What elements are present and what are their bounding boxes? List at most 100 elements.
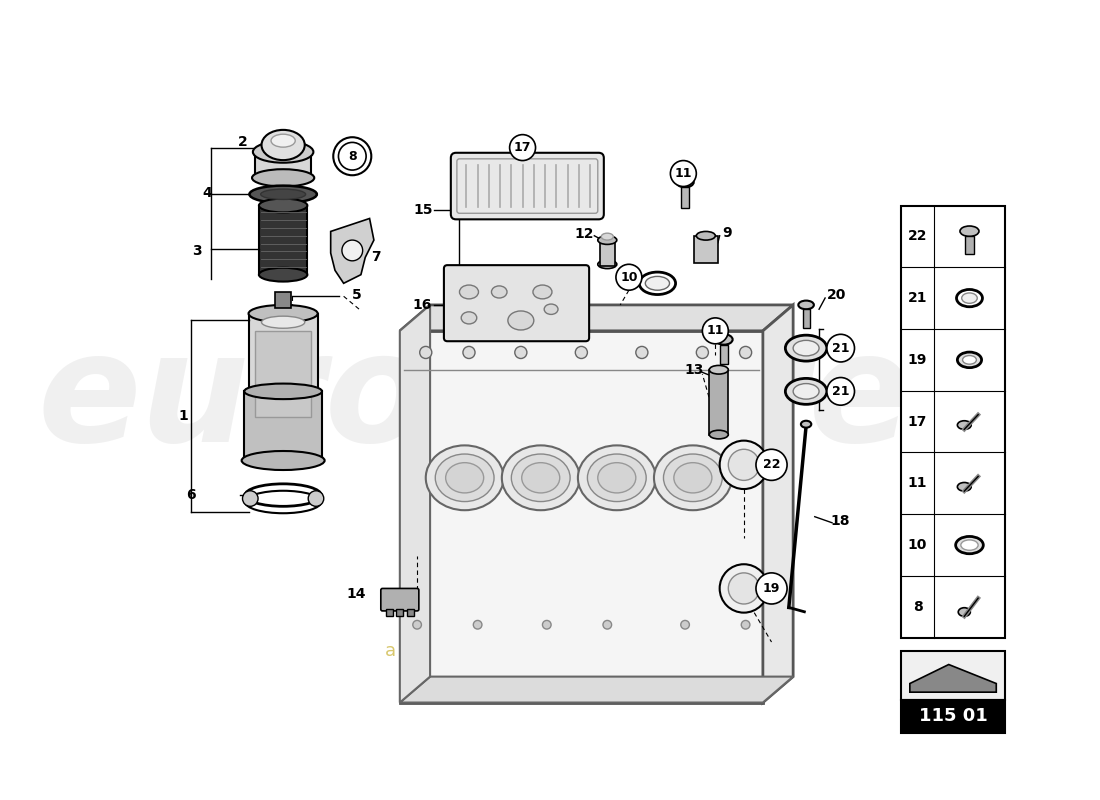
Text: 13: 13: [684, 362, 703, 377]
Polygon shape: [910, 665, 997, 692]
Circle shape: [473, 621, 482, 629]
Circle shape: [670, 161, 696, 186]
Text: 19: 19: [762, 582, 780, 595]
Ellipse shape: [696, 231, 715, 240]
Circle shape: [463, 346, 475, 358]
Text: 18: 18: [830, 514, 850, 528]
Circle shape: [515, 346, 527, 358]
Bar: [249, 314, 318, 461]
Polygon shape: [399, 677, 793, 702]
Circle shape: [681, 621, 690, 629]
Text: 21: 21: [832, 385, 849, 398]
Ellipse shape: [957, 482, 971, 491]
Circle shape: [340, 144, 364, 168]
Ellipse shape: [646, 276, 670, 290]
Ellipse shape: [578, 446, 656, 510]
Text: 22: 22: [762, 458, 780, 471]
Ellipse shape: [252, 170, 315, 186]
Ellipse shape: [663, 454, 723, 502]
Bar: [396, 609, 404, 616]
Bar: [386, 609, 393, 616]
Bar: [901, 650, 1005, 700]
Ellipse shape: [799, 301, 814, 310]
Circle shape: [339, 142, 366, 170]
FancyBboxPatch shape: [451, 153, 604, 219]
Ellipse shape: [544, 304, 558, 314]
Ellipse shape: [261, 189, 306, 199]
Ellipse shape: [521, 462, 560, 493]
Text: 21: 21: [832, 342, 849, 354]
Ellipse shape: [602, 233, 614, 240]
Text: 20: 20: [827, 287, 846, 302]
Text: 17: 17: [908, 414, 927, 429]
Text: 21: 21: [908, 291, 927, 305]
Ellipse shape: [961, 293, 977, 303]
Circle shape: [616, 264, 642, 290]
Ellipse shape: [962, 355, 977, 364]
Ellipse shape: [960, 540, 978, 550]
Bar: [255, 152, 311, 178]
Text: 7: 7: [371, 250, 381, 264]
Polygon shape: [763, 305, 793, 702]
FancyBboxPatch shape: [381, 589, 419, 611]
Bar: [694, 236, 718, 263]
Ellipse shape: [436, 454, 494, 502]
Bar: [901, 206, 1005, 638]
Circle shape: [827, 378, 855, 405]
Text: 2: 2: [238, 135, 248, 150]
Circle shape: [333, 138, 372, 175]
Bar: [965, 236, 974, 254]
Ellipse shape: [715, 334, 733, 345]
Text: 10: 10: [620, 270, 638, 284]
Ellipse shape: [710, 430, 728, 439]
Bar: [275, 292, 290, 307]
Bar: [710, 370, 728, 434]
Circle shape: [420, 346, 432, 358]
Bar: [803, 310, 810, 328]
Ellipse shape: [446, 462, 484, 493]
Bar: [901, 700, 1005, 733]
Ellipse shape: [262, 130, 305, 160]
Ellipse shape: [262, 316, 305, 328]
Text: 115 01: 115 01: [918, 707, 988, 726]
Circle shape: [696, 346, 708, 358]
Polygon shape: [331, 218, 374, 283]
Bar: [244, 391, 322, 461]
Circle shape: [242, 490, 258, 506]
Text: 15: 15: [414, 203, 433, 217]
Ellipse shape: [793, 383, 820, 399]
Circle shape: [703, 318, 728, 344]
Ellipse shape: [654, 446, 732, 510]
Ellipse shape: [674, 462, 712, 493]
Ellipse shape: [460, 285, 478, 299]
Text: 11: 11: [908, 476, 927, 490]
Ellipse shape: [801, 421, 812, 428]
Ellipse shape: [502, 446, 580, 510]
Text: 8: 8: [348, 150, 356, 162]
Text: 17: 17: [514, 141, 531, 154]
Bar: [681, 187, 690, 208]
Ellipse shape: [587, 454, 646, 502]
Ellipse shape: [250, 186, 317, 203]
Text: 4: 4: [202, 186, 212, 199]
Bar: [255, 331, 311, 418]
Bar: [407, 609, 414, 616]
Text: 16: 16: [412, 298, 432, 312]
Ellipse shape: [597, 260, 617, 269]
Ellipse shape: [461, 312, 476, 324]
Circle shape: [728, 450, 759, 480]
Ellipse shape: [957, 421, 971, 430]
Circle shape: [739, 346, 751, 358]
Ellipse shape: [785, 378, 827, 404]
Circle shape: [719, 441, 768, 489]
Text: 11: 11: [706, 324, 724, 338]
Ellipse shape: [258, 268, 307, 282]
Bar: [258, 206, 307, 274]
Ellipse shape: [426, 446, 504, 510]
Ellipse shape: [793, 340, 820, 356]
Text: 19: 19: [908, 353, 927, 367]
Text: eurospares: eurospares: [37, 326, 1004, 474]
Bar: [399, 331, 763, 702]
Text: 9: 9: [722, 226, 732, 240]
Ellipse shape: [508, 311, 534, 330]
